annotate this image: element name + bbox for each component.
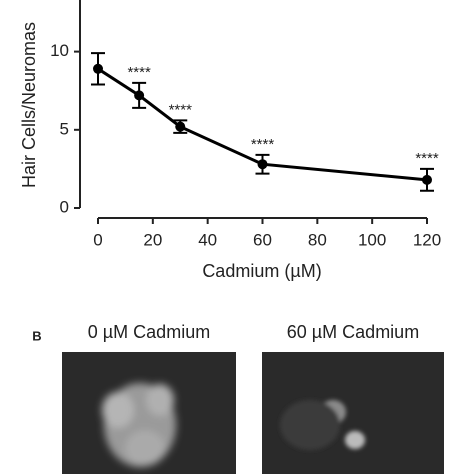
data-point [134,90,145,101]
data-point [257,159,268,170]
significance-label: **** [169,101,193,118]
x-tick-label: 20 [143,230,162,249]
x-tick-label: 120 [413,230,441,249]
panel-label: B [32,328,41,343]
image-title: 0 µM Cadmium [88,322,210,342]
y-tick-label: 5 [60,119,69,138]
image-title: 60 µM Cadmium [287,322,419,342]
micrograph [62,352,236,474]
x-tick-label: 60 [253,230,272,249]
significance-label: **** [415,150,439,167]
y-axis-label: Hair Cells/Neuromas [19,22,39,188]
x-axis-label: Cadmium (µM) [202,261,321,281]
significance-label: **** [251,136,275,153]
significance-label: **** [127,64,151,81]
y-tick-label: 10 [50,41,69,60]
y-tick-label: 0 [60,197,69,216]
data-point [175,121,186,132]
data-point [93,63,103,74]
x-tick-label: 0 [93,230,102,249]
data-point [422,174,432,185]
x-tick-label: 40 [198,230,217,249]
micrograph [262,352,444,474]
x-tick-label: 80 [308,230,327,249]
x-tick-label: 100 [358,230,386,249]
